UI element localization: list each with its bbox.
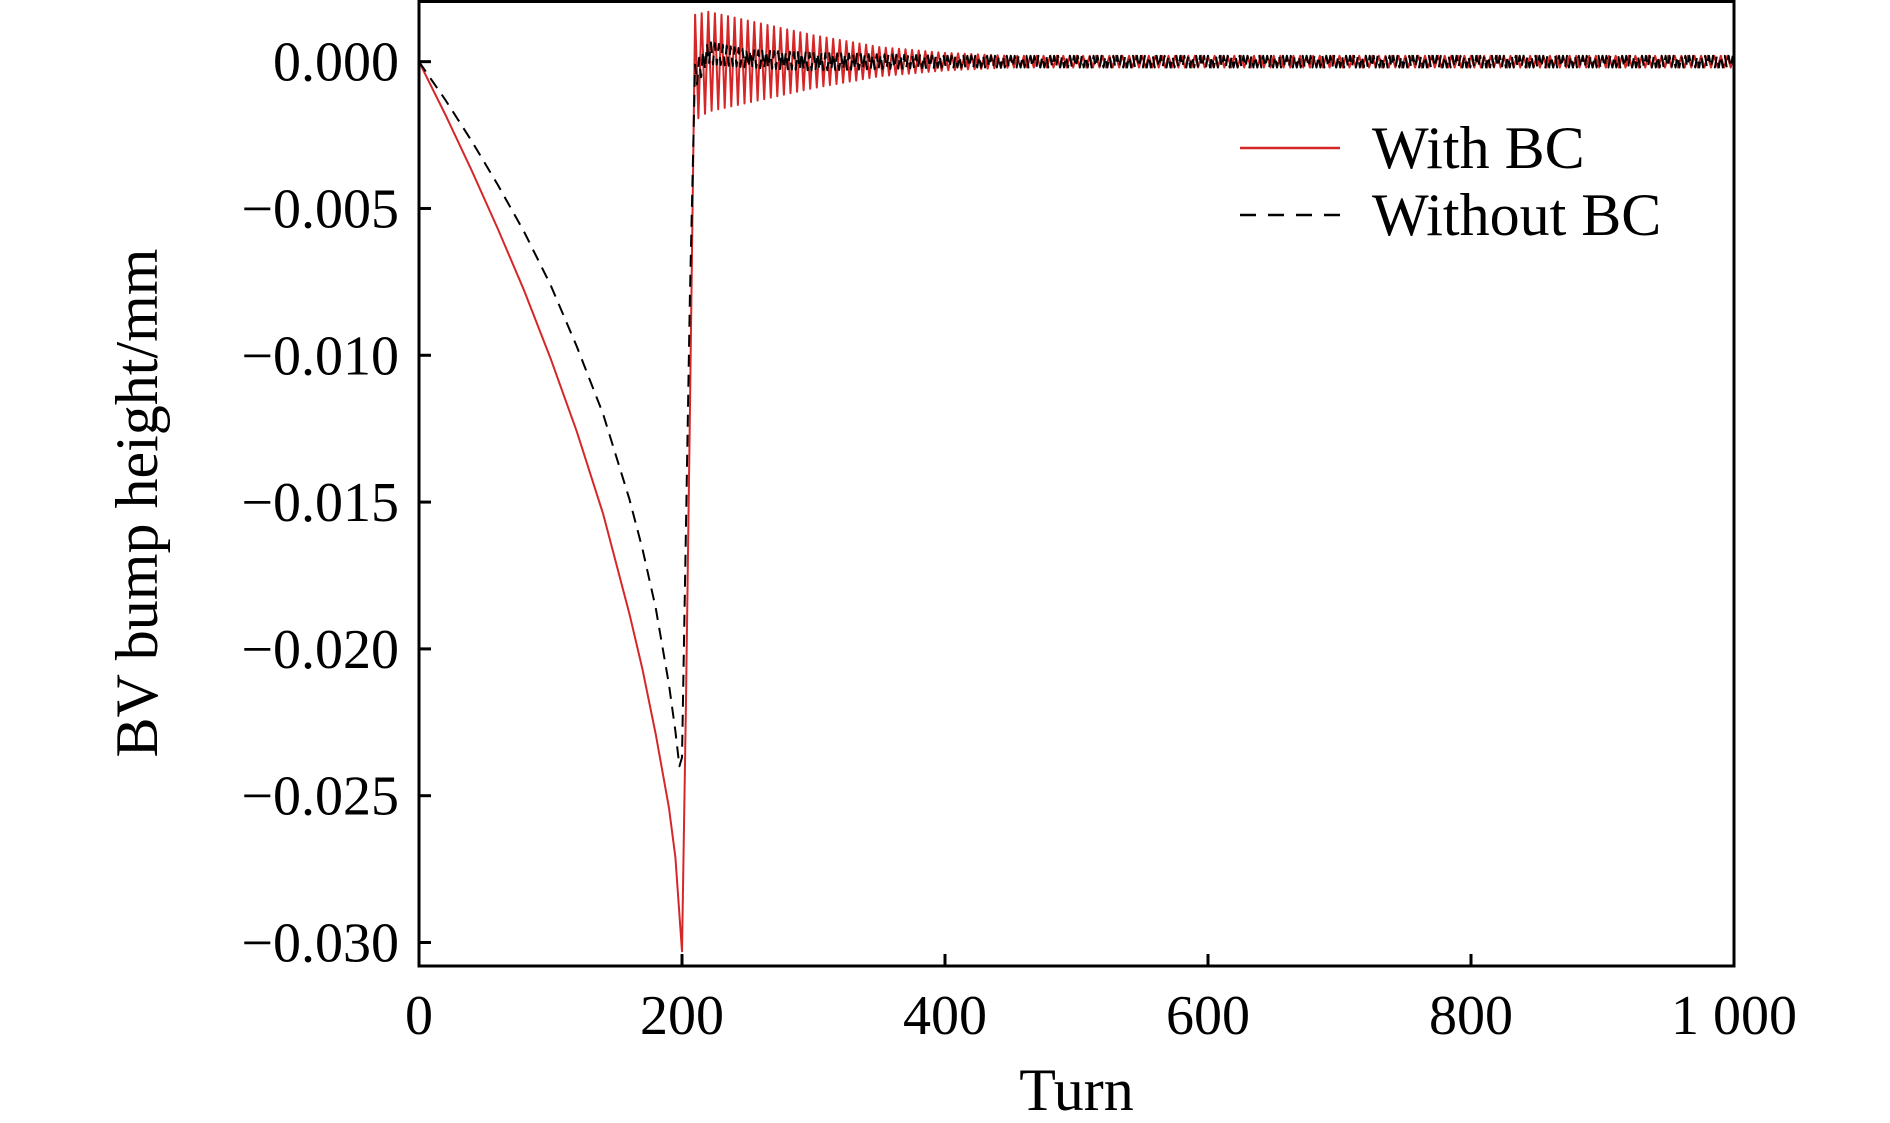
y-tick-label: −0.010 bbox=[241, 325, 399, 387]
x-axis: 0 200 400 600 800 1 000 bbox=[405, 954, 1797, 1047]
y-tick-label: −0.015 bbox=[241, 472, 399, 534]
x-tick-label: 400 bbox=[903, 985, 987, 1047]
x-tick-label: 800 bbox=[1429, 985, 1513, 1047]
legend-label: Without BC bbox=[1372, 182, 1661, 248]
y-tick-label: 0.000 bbox=[273, 32, 399, 94]
y-tick-label: −0.025 bbox=[241, 766, 399, 828]
plot-frame bbox=[417, 0, 1736, 968]
y-axis-label: BV bump height/mm bbox=[104, 249, 170, 758]
y-tick-label: −0.020 bbox=[241, 619, 399, 681]
x-tick-label: 600 bbox=[1166, 985, 1250, 1047]
y-tick-label: −0.005 bbox=[241, 178, 399, 240]
x-axis-label: Turn bbox=[1019, 1057, 1134, 1118]
x-tick-label: 1 000 bbox=[1671, 985, 1797, 1047]
series-line-without-bc bbox=[418, 41, 1734, 768]
plot-lines bbox=[418, 10, 1735, 953]
x-tick-label: 200 bbox=[640, 985, 724, 1047]
y-tick-label: −0.030 bbox=[241, 913, 399, 975]
y-axis: 0.000 −0.005 −0.010 −0.015 −0.020 −0.025 −0.03… bbox=[241, 32, 431, 975]
x-tick-label: 0 bbox=[405, 985, 433, 1047]
legend-label: With BC bbox=[1372, 115, 1585, 181]
